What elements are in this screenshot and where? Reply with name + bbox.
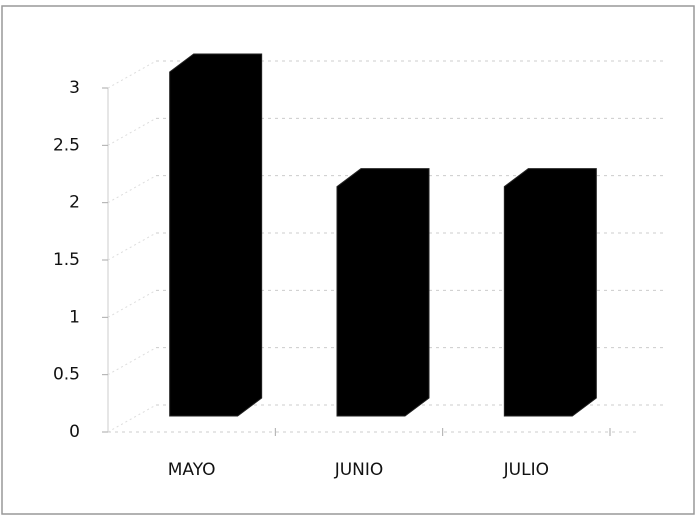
- y-tick-label: 2.5: [53, 135, 80, 155]
- grid-line: [107, 232, 157, 261]
- grid-line: [107, 289, 157, 318]
- bar: [169, 53, 263, 417]
- grid-line: [107, 347, 157, 376]
- y-tick-label: 0.5: [53, 365, 80, 385]
- x-tick-label: JULIO: [503, 460, 549, 480]
- y-tick-label: 1: [69, 307, 80, 327]
- y-tick-label: 1.5: [53, 250, 80, 270]
- y-tick-label: 3: [69, 78, 80, 98]
- bar: [336, 168, 430, 417]
- grid-line: [107, 60, 157, 89]
- grid-line: [107, 117, 157, 146]
- y-tick-label: 2: [69, 193, 80, 213]
- x-tick-label: JUNIO: [334, 460, 384, 480]
- grid-line: [107, 404, 157, 433]
- y-tick-label: 0: [69, 422, 80, 442]
- bar: [503, 168, 597, 417]
- grid-line: [107, 175, 157, 204]
- x-tick-label: MAYO: [168, 460, 216, 480]
